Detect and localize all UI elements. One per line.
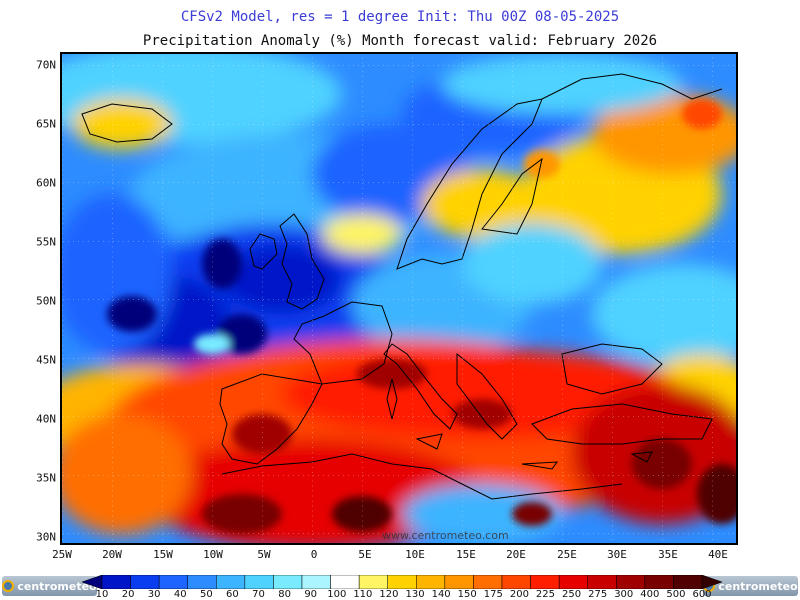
colorbar-tick-label: 40 [173, 589, 187, 600]
lat-label: 65N [36, 117, 56, 131]
colorbar-tick-label: 225 [535, 589, 556, 600]
colorbar-swatch [473, 575, 503, 589]
colorbar-tick-label: 90 [304, 589, 318, 600]
colorbar-tick-label: 50 [199, 589, 213, 600]
centrometeo-logo-icon [2, 580, 15, 592]
colorbar-arrow-low [82, 575, 103, 589]
lon-label: 15E [456, 548, 476, 561]
colorbar-tick-label: 275 [588, 589, 608, 600]
lon-label: 20W [102, 548, 122, 561]
colorbar-tick-label: 100 [327, 589, 347, 600]
lon-label: 40E [708, 548, 728, 561]
colorbar-tick-label: 400 [640, 589, 660, 600]
colorbar-swatch [187, 575, 217, 589]
lat-label: 30N [36, 530, 56, 544]
colorbar-arrow-high [701, 575, 722, 589]
lat-label: 40N [36, 412, 56, 426]
colorbar-swatch [387, 575, 417, 589]
lon-label: 25E [557, 548, 577, 561]
lon-label: 10W [203, 548, 223, 561]
colorbar-swatch [216, 575, 246, 589]
lat-label: 35N [36, 471, 56, 485]
lon-label: 25W [52, 548, 72, 561]
brand-text: centrometeo [17, 579, 97, 593]
colorbar-swatch [530, 575, 560, 589]
colorbar-tick-label: 110 [353, 589, 373, 600]
colorbar-tick-label: 150 [457, 589, 477, 600]
map-subtitle: Precipitation Anomaly (%) Month forecast… [142, 33, 658, 49]
colorbar-tick-label: 600 [692, 589, 712, 600]
lat-label: 45N [36, 353, 56, 367]
colorbar-swatch [101, 575, 131, 589]
brand-text: centrometeo [718, 579, 798, 593]
colorbar-tick-label: 140 [431, 589, 451, 600]
lon-label: 30E [607, 548, 627, 561]
colorbar-swatch [616, 575, 646, 589]
colorbar-tick-label: 175 [483, 589, 503, 600]
colorbar-tick-label: 300 [614, 589, 634, 600]
brand-logo-right[interactable]: centrometeo [703, 576, 798, 596]
colorbar-tick-label: 500 [666, 589, 686, 600]
colorbar-swatch [673, 575, 703, 589]
colorbar-tick-label: 250 [562, 589, 582, 600]
lat-label: 50N [36, 294, 56, 308]
colorbar-swatch [244, 575, 274, 589]
brand-logo-left[interactable]: centrometeo [2, 576, 97, 596]
colorbar [82, 575, 722, 589]
colorbar-tick-label: 80 [278, 589, 291, 600]
colorbar-swatch [301, 575, 331, 589]
colorbar-swatch [158, 575, 188, 589]
lat-label: 70N [36, 58, 56, 72]
lon-label: 15W [153, 548, 173, 561]
lon-label: 35E [658, 548, 678, 561]
colorbar-swatch [130, 575, 160, 589]
colorbar-swatch [558, 575, 588, 589]
lat-label: 60N [36, 176, 56, 190]
colorbar-tick-label: 200 [509, 589, 529, 600]
lon-label: 5E [358, 548, 372, 561]
colorbar-swatch [358, 575, 388, 589]
colorbar-tick-label: 130 [405, 589, 425, 600]
colorbar-swatch [587, 575, 617, 589]
lon-label: 10E [405, 548, 425, 561]
anomaly-map [60, 52, 738, 545]
colorbar-swatch [416, 575, 446, 589]
colorbar-swatch [330, 575, 360, 589]
colorbar-tick-label: 120 [379, 589, 399, 600]
lon-label: 5W [257, 548, 271, 561]
colorbar-swatch [501, 575, 531, 589]
colorbar-tick-label: 20 [121, 589, 135, 600]
lat-label: 55N [36, 235, 56, 249]
map-title: CFSv2 Model, res = 1 degree Init: Thu 00… [180, 9, 620, 25]
colorbar-swatch [644, 575, 674, 589]
colorbar-swatch [273, 575, 303, 589]
colorbar-tick-label: 60 [226, 589, 239, 600]
colorbar-tick-label: 70 [252, 589, 265, 600]
watermark: www.centrometeo.com [382, 529, 509, 542]
colorbar-tick-label: 10 [95, 589, 109, 600]
colorbar-tick-label: 30 [147, 589, 161, 600]
lon-label: 0 [310, 548, 318, 561]
lon-label: 20E [506, 548, 526, 561]
colorbar-swatch [444, 575, 474, 589]
